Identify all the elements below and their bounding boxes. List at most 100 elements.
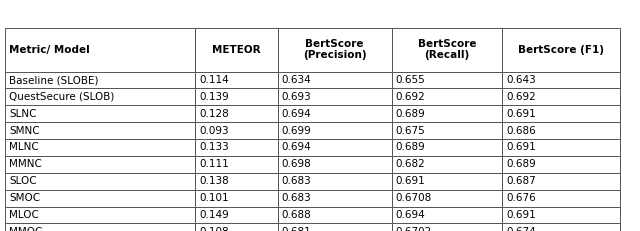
- Bar: [5, 156, 195, 173]
- Text: 0.694: 0.694: [282, 143, 311, 152]
- Text: 0.111: 0.111: [199, 159, 228, 169]
- Bar: [5, 190, 195, 207]
- Bar: [5, 28, 195, 72]
- Bar: [195, 173, 278, 190]
- Bar: [502, 173, 620, 190]
- Text: 0.699: 0.699: [282, 126, 311, 136]
- Bar: [5, 139, 195, 156]
- Bar: [502, 190, 620, 207]
- Bar: [195, 156, 278, 173]
- Text: 0.6708: 0.6708: [396, 193, 432, 203]
- Bar: [5, 105, 195, 122]
- Bar: [5, 72, 195, 88]
- Text: 0.693: 0.693: [282, 92, 311, 102]
- Text: 0.691: 0.691: [396, 176, 425, 186]
- Text: 0.688: 0.688: [282, 210, 311, 220]
- Text: 0.676: 0.676: [506, 193, 536, 203]
- Bar: [195, 105, 278, 122]
- Text: METEOR: METEOR: [212, 45, 260, 55]
- Bar: [392, 173, 502, 190]
- Bar: [392, 122, 502, 139]
- Text: 0.128: 0.128: [199, 109, 228, 119]
- Bar: [195, 207, 278, 223]
- Text: BertScore
(Precision): BertScore (Precision): [303, 39, 367, 61]
- Text: 0.133: 0.133: [199, 143, 228, 152]
- Bar: [278, 207, 392, 223]
- Bar: [5, 122, 195, 139]
- Text: 0.686: 0.686: [506, 126, 536, 136]
- Text: Baseline (SLOBE): Baseline (SLOBE): [9, 75, 99, 85]
- Bar: [392, 88, 502, 105]
- Text: 0.681: 0.681: [282, 227, 311, 231]
- Text: 0.691: 0.691: [506, 210, 536, 220]
- Bar: [392, 72, 502, 88]
- Text: 0.692: 0.692: [506, 92, 536, 102]
- Text: 0.694: 0.694: [282, 109, 311, 119]
- Text: 0.138: 0.138: [199, 176, 228, 186]
- Bar: [502, 72, 620, 88]
- Text: 0.093: 0.093: [199, 126, 228, 136]
- Text: 0.698: 0.698: [282, 159, 311, 169]
- Text: 0.689: 0.689: [396, 143, 425, 152]
- Text: 0.691: 0.691: [506, 109, 536, 119]
- Text: 0.139: 0.139: [199, 92, 228, 102]
- Bar: [195, 122, 278, 139]
- Bar: [392, 139, 502, 156]
- Text: 0.689: 0.689: [506, 159, 536, 169]
- Bar: [195, 72, 278, 88]
- Bar: [195, 190, 278, 207]
- Text: SMOC: SMOC: [9, 193, 40, 203]
- Bar: [5, 173, 195, 190]
- Bar: [392, 190, 502, 207]
- Bar: [278, 28, 392, 72]
- Text: 0.108: 0.108: [199, 227, 228, 231]
- Bar: [502, 88, 620, 105]
- Bar: [502, 28, 620, 72]
- Bar: [278, 156, 392, 173]
- Text: 0.683: 0.683: [282, 176, 311, 186]
- Bar: [278, 190, 392, 207]
- Bar: [195, 223, 278, 231]
- Bar: [5, 207, 195, 223]
- Text: BertScore
(Recall): BertScore (Recall): [418, 39, 476, 61]
- Text: SMNC: SMNC: [9, 126, 40, 136]
- Text: Metric/ Model: Metric/ Model: [9, 45, 90, 55]
- Text: 0.634: 0.634: [282, 75, 311, 85]
- Text: 0.687: 0.687: [506, 176, 536, 186]
- Text: MLNC: MLNC: [9, 143, 38, 152]
- Bar: [5, 88, 195, 105]
- Bar: [392, 105, 502, 122]
- Text: 0.114: 0.114: [199, 75, 228, 85]
- Text: MLOC: MLOC: [9, 210, 39, 220]
- Bar: [502, 207, 620, 223]
- Text: BertScore (F1): BertScore (F1): [518, 45, 604, 55]
- Bar: [195, 28, 278, 72]
- Text: 0.6702: 0.6702: [396, 227, 432, 231]
- Text: 0.692: 0.692: [396, 92, 425, 102]
- Bar: [502, 156, 620, 173]
- Text: 0.682: 0.682: [396, 159, 425, 169]
- Text: 0.101: 0.101: [199, 193, 228, 203]
- Text: 0.694: 0.694: [396, 210, 425, 220]
- Bar: [278, 139, 392, 156]
- Bar: [392, 156, 502, 173]
- Bar: [5, 223, 195, 231]
- Text: 0.689: 0.689: [396, 109, 425, 119]
- Bar: [278, 173, 392, 190]
- Bar: [278, 72, 392, 88]
- Bar: [392, 28, 502, 72]
- Text: 0.691: 0.691: [506, 143, 536, 152]
- Bar: [195, 88, 278, 105]
- Bar: [278, 122, 392, 139]
- Bar: [502, 122, 620, 139]
- Bar: [278, 223, 392, 231]
- Text: MMOC: MMOC: [9, 227, 42, 231]
- Text: 0.674: 0.674: [506, 227, 536, 231]
- Text: 0.149: 0.149: [199, 210, 228, 220]
- Text: 0.643: 0.643: [506, 75, 536, 85]
- Bar: [502, 139, 620, 156]
- Bar: [392, 223, 502, 231]
- Text: 0.655: 0.655: [396, 75, 425, 85]
- Bar: [195, 139, 278, 156]
- Bar: [502, 105, 620, 122]
